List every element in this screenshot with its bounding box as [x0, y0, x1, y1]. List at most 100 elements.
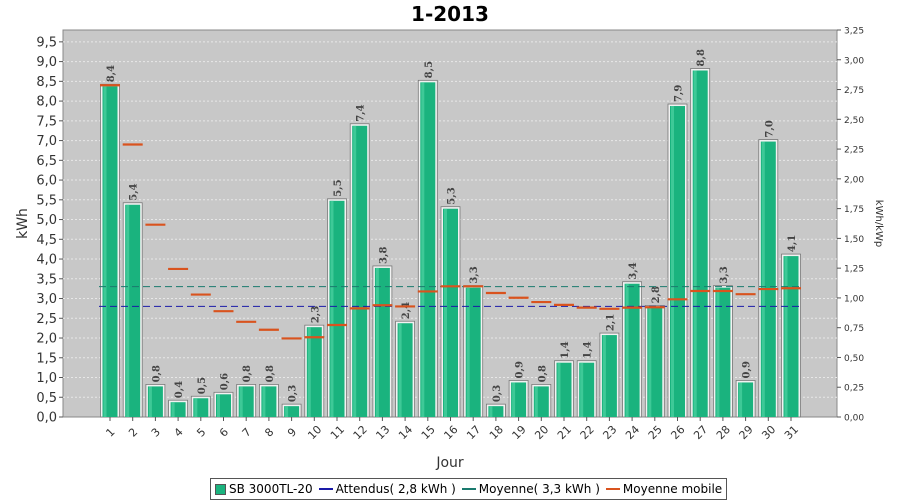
x-tick-label: 4: [172, 425, 186, 439]
x-tick-label: 8: [262, 425, 276, 439]
bar-highlight: [285, 406, 289, 417]
legend-label-moving-average: Moyenne mobile: [622, 482, 723, 496]
y2-tick-label: 0,25: [844, 384, 864, 394]
x-tick-label: 29: [737, 423, 756, 442]
bar-value-label: 0,4: [174, 381, 185, 398]
bar-value-label: 8,4: [106, 65, 117, 82]
y2-tick-label: 0,00: [844, 414, 864, 424]
y2-tick-label: 1,75: [844, 205, 864, 215]
y-tick-label: 7,5: [36, 114, 57, 129]
x-tick-label: 1: [103, 425, 117, 439]
y-tick-label: 3,0: [36, 292, 57, 307]
legend-swatch-average: [461, 488, 476, 490]
bar-highlight: [739, 382, 743, 417]
y2-tick-label: 0,50: [844, 354, 864, 364]
bar-value-label: 0,8: [242, 365, 253, 382]
bar-value-label: 2,8: [651, 286, 662, 303]
bar-highlight: [580, 362, 584, 417]
y2-tick-label: 1,50: [844, 235, 864, 245]
bar-value-label: 2,4: [401, 302, 412, 319]
bar-value-label: 8,8: [696, 49, 707, 66]
x-tick-label: 12: [351, 423, 370, 442]
x-tick-label: 25: [646, 423, 665, 442]
bar-value-label: 4,1: [787, 235, 798, 252]
x-tick-label: 15: [419, 423, 438, 442]
bar-value-label: 7,4: [356, 104, 367, 121]
legend-item-moving-average: Moyenne mobile: [605, 482, 723, 496]
bar-highlight: [239, 386, 243, 417]
bar-value-label: 0,8: [537, 365, 548, 382]
y2-tick-label: 3,00: [844, 56, 864, 66]
bar-highlight: [557, 362, 561, 417]
legend-swatch-expected: [318, 488, 333, 490]
y2-tick-label: 0,75: [844, 324, 864, 334]
y-tick-label: 0,5: [36, 391, 57, 406]
bar-highlight: [375, 267, 379, 417]
bar-value-label: 1,4: [583, 341, 594, 358]
y-tick-label: 1,0: [36, 371, 57, 386]
legend-item-average: Moyenne( 3,3 kWh ): [461, 482, 600, 496]
y-tick-label: 9,0: [36, 55, 57, 70]
legend-label-production: SB 3000TL-20: [229, 482, 313, 496]
bar-value-label: 5,5: [333, 179, 344, 196]
x-tick-label: 7: [240, 425, 254, 439]
bar-highlight: [625, 283, 629, 417]
x-tick-label: 5: [194, 425, 208, 439]
x-tick-label: 2: [126, 425, 140, 439]
bar: [488, 406, 504, 417]
y-tick-label: 7,0: [36, 134, 57, 149]
bar-highlight: [217, 394, 220, 417]
bar-highlight: [466, 287, 470, 417]
chart-legend: SB 3000TL-20 Attendus( 2,8 kWh ) Moyenne…: [210, 478, 728, 500]
y-tick-label: 3,5: [36, 272, 57, 287]
chart-title: 1-2013: [411, 2, 489, 26]
y-tick-label: 6,5: [36, 154, 57, 169]
bar-highlight: [489, 406, 493, 417]
x-tick-label: 30: [759, 423, 778, 442]
bar-value-label: 3,3: [719, 266, 730, 283]
bar-highlight: [648, 307, 652, 417]
x-tick-label: 13: [373, 423, 392, 442]
y-tick-label: 0,0: [36, 411, 57, 426]
x-tick-label: 20: [532, 423, 551, 442]
bar-highlight: [534, 386, 538, 417]
bar-value-label: 8,5: [424, 61, 435, 78]
bar-value-label: 0,8: [151, 365, 162, 382]
x-tick-label: 23: [600, 423, 619, 442]
x-tick-label: 31: [782, 423, 801, 442]
bar-value-label: 2,3: [310, 306, 321, 323]
bar-highlight: [126, 204, 130, 417]
bar-value-label: 0,8: [265, 365, 276, 382]
y-tick-label: 6,0: [36, 174, 57, 189]
bar-highlight: [171, 402, 175, 417]
bar-value-label: 3,8: [378, 246, 389, 263]
bar-highlight: [353, 125, 357, 417]
x-tick-label: 28: [714, 423, 733, 442]
bar-value-label: 2,1: [605, 314, 616, 331]
bar-highlight: [761, 141, 765, 418]
legend-item-expected: Attendus( 2,8 kWh ): [318, 482, 456, 496]
bar-value-label: 7,0: [764, 120, 775, 137]
y2-tick-label: 2,25: [844, 146, 864, 156]
legend-item-production: SB 3000TL-20: [215, 482, 313, 496]
y-tick-label: 4,5: [36, 233, 57, 248]
bar-value-label: 0,6: [220, 373, 231, 390]
bar: [284, 406, 300, 417]
bar-value-label: 0,9: [515, 361, 526, 378]
y2-tick-label: 1,00: [844, 294, 864, 304]
x-tick-label: 10: [305, 423, 324, 442]
y-tick-label: 2,0: [36, 332, 57, 347]
bar-value-label: 7,9: [674, 85, 685, 102]
x-tick-label: 18: [487, 423, 506, 442]
y2-tick-label: 2,50: [844, 116, 864, 126]
bar-value-label: 1,4: [560, 341, 571, 358]
bar-highlight: [307, 327, 311, 417]
bar-highlight: [421, 82, 425, 417]
bar-value-label: 3,3: [469, 266, 480, 283]
bar-highlight: [194, 398, 198, 417]
x-tick-label: 17: [464, 423, 483, 442]
x-tick-label: 16: [441, 423, 460, 442]
bar-value-label: 0,3: [492, 385, 503, 402]
x-tick-label: 19: [510, 423, 529, 442]
